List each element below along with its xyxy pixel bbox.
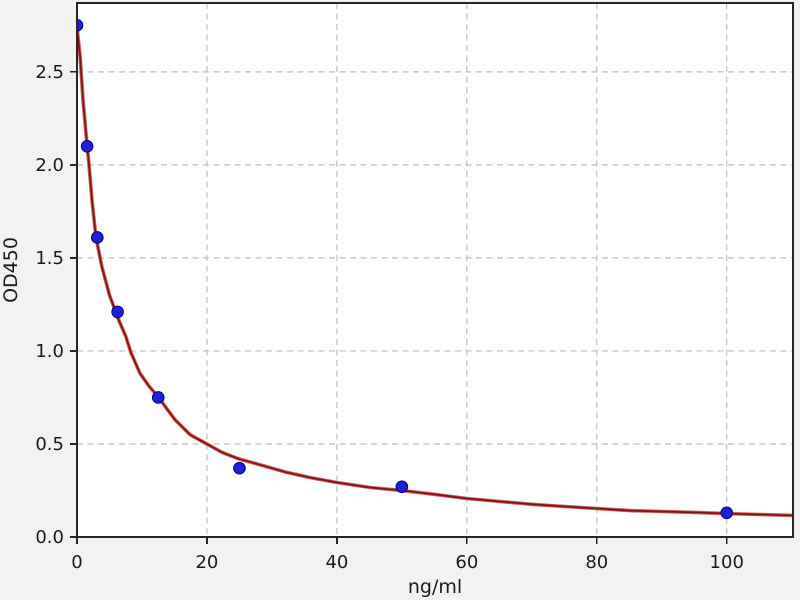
x-tick-label: 80 xyxy=(585,552,608,573)
axis-ticks xyxy=(70,70,728,544)
y-tick-label: 0.0 xyxy=(35,527,64,548)
y-axis-label: OD450 xyxy=(0,237,22,303)
x-tick-labels: 0 20 40 60 80 100 xyxy=(71,552,744,573)
x-tick-label: 20 xyxy=(195,552,218,573)
y-tick-label: 1.0 xyxy=(35,341,64,362)
data-points xyxy=(77,19,734,520)
x-axis-label: ng/ml xyxy=(408,576,462,598)
fit-curve xyxy=(77,25,793,518)
data-point xyxy=(77,19,84,32)
x-tick-label: 100 xyxy=(710,552,744,573)
data-point xyxy=(395,480,409,494)
plot-border xyxy=(76,2,794,538)
data-point xyxy=(111,305,124,319)
data-point xyxy=(233,461,246,475)
x-tick-label: 0 xyxy=(71,552,82,573)
x-tick-label: 60 xyxy=(455,552,478,573)
fit-curve-line xyxy=(77,26,793,517)
data-point xyxy=(151,391,165,404)
data-point xyxy=(91,231,104,244)
y-tick-label: 0.5 xyxy=(35,434,64,455)
y-tick-label: 1.5 xyxy=(35,248,64,269)
data-point xyxy=(720,506,734,520)
plot-area xyxy=(77,3,793,537)
x-tick-label: 40 xyxy=(325,552,348,573)
y-tick-label: 2.5 xyxy=(35,62,64,83)
data-point xyxy=(80,139,94,153)
y-tick-labels: 0.0 0.5 1.0 1.5 2.0 2.5 xyxy=(35,62,64,548)
y-tick-label: 2.0 xyxy=(35,155,64,176)
